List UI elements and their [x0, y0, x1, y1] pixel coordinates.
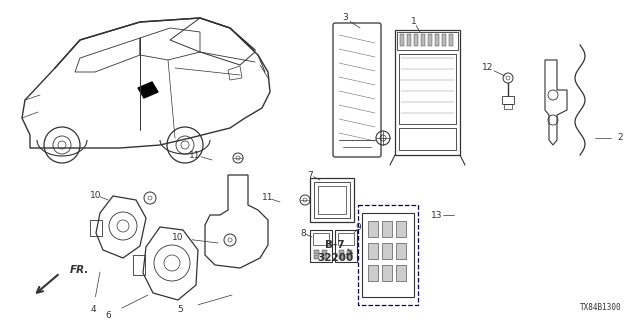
Text: 10: 10: [172, 234, 184, 243]
Text: 11: 11: [262, 194, 274, 203]
Polygon shape: [138, 82, 158, 98]
Bar: [310, 230, 332, 262]
Text: 10: 10: [90, 190, 102, 199]
Text: 7: 7: [307, 171, 313, 180]
Bar: [339, 250, 344, 254]
Text: TX84B1300: TX84B1300: [580, 303, 622, 312]
Bar: [382, 243, 392, 259]
Text: 32200: 32200: [317, 253, 353, 263]
Bar: [310, 178, 354, 222]
Bar: [504, 104, 512, 109]
Bar: [414, 34, 418, 46]
Text: 5: 5: [177, 306, 183, 315]
Text: B-7: B-7: [325, 240, 345, 250]
Bar: [442, 34, 446, 46]
Text: 11: 11: [189, 150, 201, 159]
Bar: [322, 255, 327, 259]
Bar: [396, 265, 406, 281]
Text: 2: 2: [617, 133, 623, 142]
Bar: [314, 255, 319, 259]
Bar: [396, 221, 406, 237]
Bar: [90, 220, 102, 236]
Text: 8: 8: [300, 228, 306, 237]
Bar: [318, 186, 346, 214]
Bar: [335, 230, 357, 262]
Bar: [314, 250, 319, 254]
Bar: [368, 221, 378, 237]
Bar: [395, 30, 460, 155]
Text: 13: 13: [431, 211, 443, 220]
Bar: [382, 265, 392, 281]
Bar: [396, 243, 406, 259]
Bar: [347, 255, 352, 259]
Text: 1: 1: [411, 18, 417, 27]
Bar: [368, 243, 378, 259]
Bar: [399, 128, 456, 150]
Bar: [313, 233, 329, 245]
Bar: [133, 255, 145, 275]
Bar: [322, 250, 327, 254]
Bar: [407, 34, 411, 46]
Text: 6: 6: [105, 310, 111, 319]
Bar: [421, 34, 425, 46]
Bar: [449, 34, 453, 46]
Text: 3: 3: [342, 13, 348, 22]
Text: FR.: FR.: [70, 265, 90, 275]
Bar: [362, 213, 414, 297]
Bar: [368, 265, 378, 281]
Text: 12: 12: [483, 63, 493, 73]
Bar: [338, 233, 354, 245]
Text: 9: 9: [355, 223, 361, 233]
Bar: [400, 34, 404, 46]
Bar: [428, 34, 432, 46]
Bar: [502, 96, 514, 104]
Bar: [399, 54, 456, 124]
Bar: [382, 221, 392, 237]
Bar: [358, 205, 418, 305]
Bar: [347, 250, 352, 254]
Bar: [339, 255, 344, 259]
Text: 4: 4: [90, 306, 96, 315]
Bar: [314, 182, 350, 218]
Bar: [397, 32, 458, 50]
Bar: [435, 34, 439, 46]
